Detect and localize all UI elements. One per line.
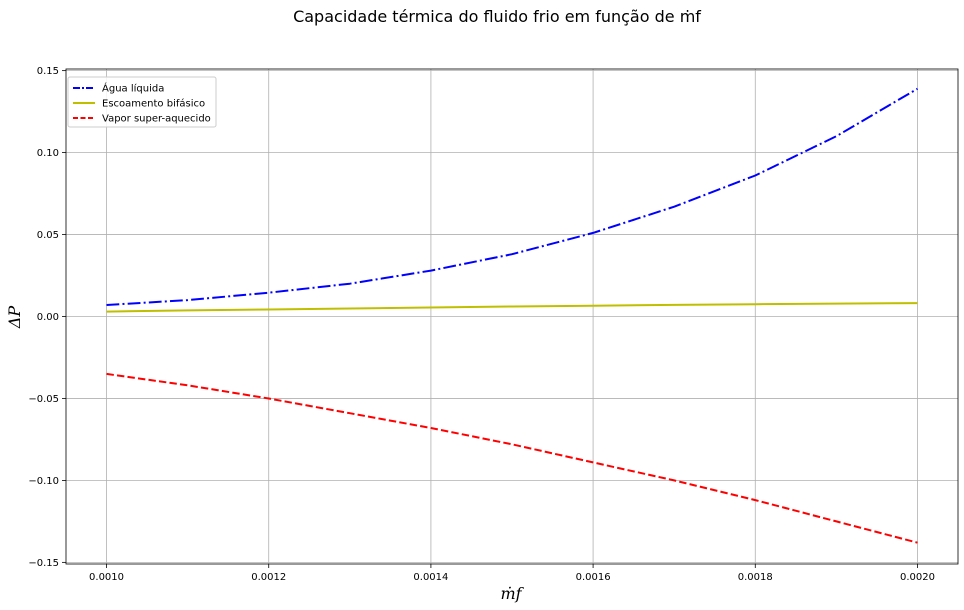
y-axis-ticks: −0.15 −0.10 −0.05 0.00 0.05 0.10 0.15 [28,66,66,569]
series-line [106,302,918,313]
series-line [106,372,918,544]
y-tick-label: −0.15 [28,558,59,569]
legend-label: Escoamento bifásico [102,98,205,110]
legend-label: Vapor super-aquecido [102,114,211,125]
x-tick-label: 0.0010 [89,572,124,583]
y-tick-label: −0.05 [28,394,59,405]
x-tick-label: 0.0014 [413,572,448,583]
chart-title: Capacidade térmica do fluido frio em fun… [293,7,701,26]
y-tick-label: 0.05 [37,230,59,241]
series-line [106,87,919,306]
y-axis-label: ΔP [5,306,24,330]
y-tick-label: −0.10 [28,476,59,487]
x-tick-label: 0.0016 [576,572,611,583]
grid-lines [66,69,958,564]
y-tick-label: 0.15 [37,66,59,77]
x-axis-label: ṁf [500,584,524,603]
legend-box [67,76,217,128]
x-tick-label: 0.0012 [251,572,286,583]
x-tick-label: 0.0018 [738,572,773,583]
y-tick-label: 0.00 [37,312,59,323]
x-tick-label: 0.0020 [900,572,935,583]
x-axis-ticks: 0.0010 0.0012 0.0014 0.0016 0.0018 0.0020 [89,564,935,583]
y-tick-label: 0.10 [37,148,59,159]
legend: Água líquida Escoamento bifásico Vapor sup… [67,76,217,128]
series-lines [106,87,919,544]
legend-label: Água líquida [102,82,164,95]
